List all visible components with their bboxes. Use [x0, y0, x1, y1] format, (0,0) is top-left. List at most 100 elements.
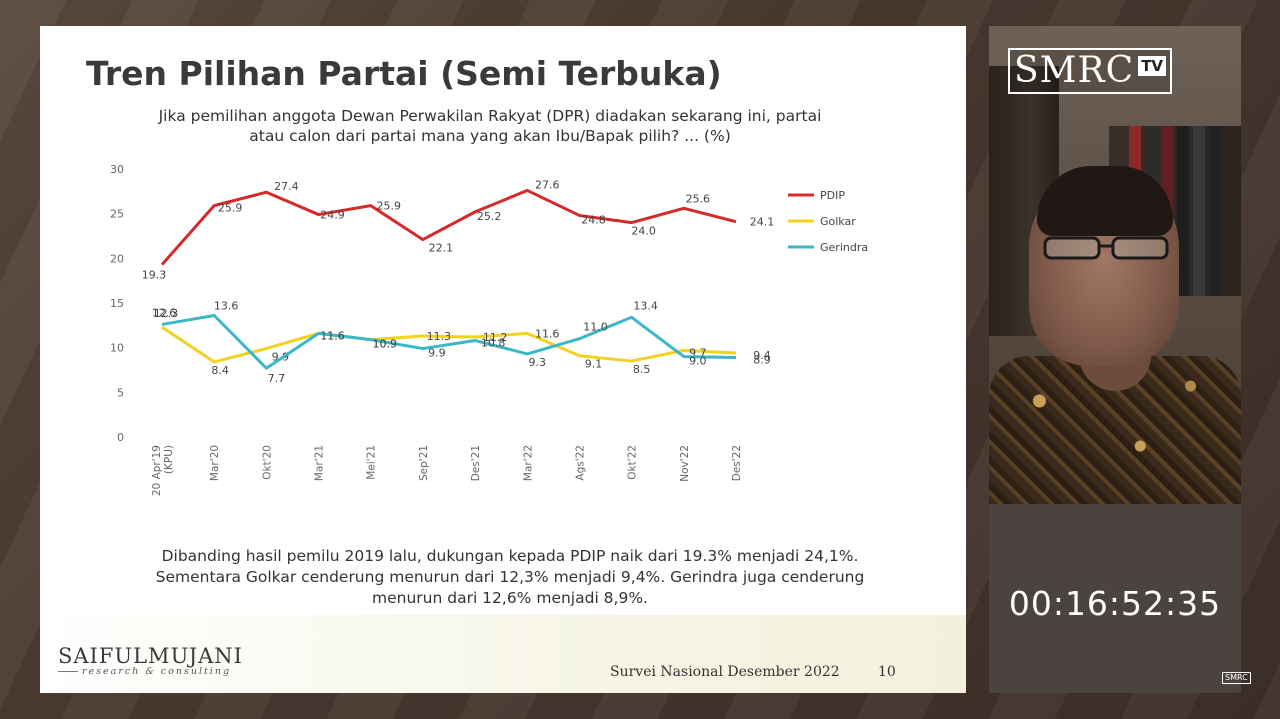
legend-label: PDIP [820, 189, 845, 202]
y-tick-label: 10 [110, 342, 124, 355]
survey-footer: Survei Nasional Desember 2022 [610, 664, 840, 680]
y-tick-label: 0 [117, 431, 124, 444]
survey-question-line: Jika pemilihan anggota Dewan Perwakilan … [158, 107, 822, 125]
presenter-video [989, 26, 1241, 504]
slide-footer-band [40, 615, 966, 693]
data-label-gerindra: 10.8 [481, 337, 506, 350]
brand-tv-badge: TV [1138, 56, 1167, 76]
x-tick-label-line: Okt'22 [627, 445, 639, 480]
y-tick-label: 5 [117, 386, 124, 399]
summary-text: Dibanding hasil pemilu 2019 lalu, dukung… [130, 546, 890, 609]
saifulmujani-logo: SAIFULMUJANI research & consulting [58, 644, 243, 677]
elapsed-timer: 00:16:52:35 [1008, 584, 1222, 623]
x-tick-label-line: Okt'20 [261, 445, 273, 480]
x-tick-label: Nov'22 [679, 445, 691, 482]
x-tick-label: Sep'21 [418, 445, 430, 481]
summary-line: Dibanding hasil pemilu 2019 lalu, dukung… [161, 547, 859, 565]
data-label-pdip: 25.9 [218, 202, 243, 215]
data-label-pdip: 24.1 [750, 216, 775, 229]
y-tick-label: 20 [110, 252, 124, 265]
x-axis: 20 Apr'19 (KPU) Mar'20 Okt'20 Mar'21 Mei'21 Se… [151, 445, 743, 496]
data-label-pdip: 24.8 [581, 213, 606, 226]
data-label-golkar: 11.3 [427, 330, 452, 343]
timer-panel: 00:16:52:35 [989, 504, 1241, 693]
series-line-golkar [161, 325, 737, 364]
data-label-pdip: 19.3 [142, 269, 167, 282]
line-chart: 0 5 10 15 20 25 30 20 Apr'19 (KPU) Mar'20 Okt'20 M… [110, 163, 868, 496]
x-tick-label-line: Des'21 [470, 445, 482, 481]
x-tick-label: Ags'22 [574, 445, 586, 481]
data-label-golkar: 9.1 [585, 358, 603, 371]
data-label-golkar: 8.4 [211, 364, 229, 377]
data-label-pdip: 24.0 [631, 225, 656, 238]
data-label-pdip: 25.6 [686, 192, 711, 205]
x-tick-label: Mar'21 [314, 445, 326, 481]
data-label-gerindra: 11.6 [320, 329, 345, 342]
x-tick-label: Mar'20 [209, 445, 221, 481]
x-tick-label-line: Mar'22 [522, 445, 534, 481]
x-tick-label: Des'21 [470, 445, 482, 481]
survey-question: Jika pemilihan anggota Dewan Perwakilan … [110, 106, 870, 146]
data-label-pdip: 22.1 [429, 242, 454, 255]
corner-watermark: SMRC [1222, 672, 1251, 684]
data-label-gerindra: 9.9 [428, 347, 446, 360]
data-label-pdip: 25.9 [376, 200, 401, 213]
data-label-gerindra: 9.3 [529, 356, 547, 369]
x-tick-label: Mar'22 [522, 445, 534, 481]
data-label-gerindra: 11.0 [583, 321, 608, 334]
data-label-gerindra: 12.6 [152, 306, 177, 319]
page-number: 10 [878, 664, 896, 680]
data-label-pdip: 27.6 [535, 178, 560, 191]
data-label-gerindra: 13.6 [214, 300, 239, 313]
book [1193, 126, 1205, 296]
chart-legend: PDIP Golkar Gerindra [788, 189, 868, 254]
logo-name: SAIFULMUJANI [58, 644, 243, 668]
summary-line: menurun dari 12,6% menjadi 8,9%. [372, 589, 648, 607]
series-line-pdip [160, 188, 737, 266]
x-tick-label-line: Nov'22 [679, 445, 691, 482]
x-tick-label: Okt'20 [261, 445, 273, 480]
series-line-gerindra [161, 314, 737, 370]
x-tick-label-line: Sep'21 [418, 445, 430, 481]
data-label-golkar: 9.4 [753, 349, 771, 362]
brand-name: SMRC [1014, 50, 1135, 91]
slide-title: Tren Pilihan Partai (Semi Terbuka) [86, 54, 722, 93]
smrc-tv-logo: SMRC TV [1008, 48, 1173, 94]
presenter-hair [1037, 166, 1173, 236]
data-label-golkar: 12.3 [154, 307, 179, 320]
chart-series: 19.3 25.9 27.4 24.9 25.9 22.1 25.2 27.6 24.8 24.0… [142, 178, 775, 385]
x-tick-label-line: Mar'20 [209, 445, 221, 481]
data-label-gerindra: 8.9 [753, 353, 771, 366]
x-tick-label: Mei'21 [366, 445, 378, 480]
data-label-golkar: 11.6 [535, 327, 560, 340]
x-tick-label-line: Ags'22 [574, 445, 586, 481]
book [1209, 126, 1221, 296]
data-label-golkar: 11.2 [483, 331, 508, 344]
y-tick-label: 25 [110, 208, 124, 221]
x-tick-label-line: Mar'21 [314, 445, 326, 481]
x-tick-label: 20 Apr'19 (KPU) [151, 445, 175, 496]
x-tick-label-line: Des'22 [731, 445, 743, 481]
x-tick-label-line: (KPU) [163, 445, 175, 474]
legend-label: Gerindra [820, 241, 868, 254]
data-label-gerindra: 9.0 [689, 355, 707, 368]
legend-label: Golkar [820, 215, 856, 228]
x-tick-label-line: Mei'21 [366, 445, 378, 480]
y-axis: 0 5 10 15 20 25 30 [110, 163, 124, 444]
book [1177, 126, 1189, 296]
data-label-golkar: 8.5 [633, 363, 651, 376]
data-label-pdip: 27.4 [274, 180, 299, 193]
x-tick-label: Okt'22 [627, 445, 639, 480]
survey-question-line: atau calon dari partai mana yang akan Ib… [249, 127, 731, 145]
logo-tagline: research & consulting [82, 666, 243, 677]
data-label-gerindra: 10.9 [372, 338, 397, 351]
x-tick-label: Des'22 [731, 445, 743, 481]
y-tick-label: 30 [110, 163, 124, 176]
presentation-slide: Tren Pilihan Partai (Semi Terbuka) Jika … [40, 26, 966, 693]
data-label-gerindra: 7.7 [268, 372, 286, 385]
data-label-gerindra: 13.4 [633, 299, 658, 312]
glasses-icon [1043, 236, 1169, 260]
y-tick-label: 15 [110, 297, 124, 310]
data-label-pdip: 24.9 [320, 209, 345, 222]
x-tick-label-line: 20 Apr'19 [151, 445, 163, 496]
